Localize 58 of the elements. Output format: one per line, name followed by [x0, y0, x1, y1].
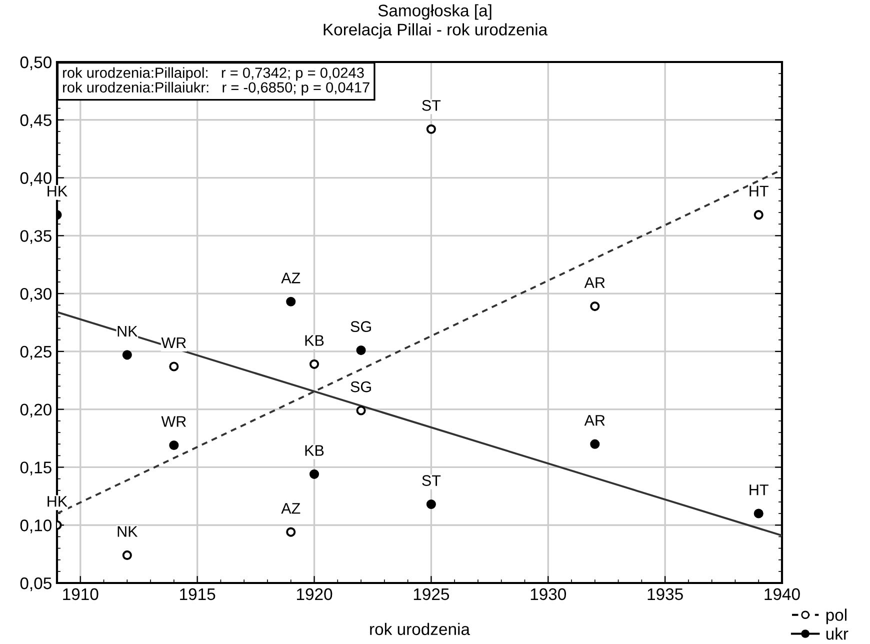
x-tick-label: 1920 — [296, 588, 332, 600]
annotation: HK — [48, 496, 68, 507]
point — [169, 362, 179, 372]
y-tick-label: 0,20 — [20, 404, 52, 418]
y-tick-label: 0,35 — [20, 230, 52, 244]
point — [169, 440, 179, 450]
point — [309, 469, 320, 479]
annotation: NK — [118, 326, 138, 336]
y-tick-label: 0,10 — [20, 520, 52, 534]
annotation: NK — [118, 526, 138, 537]
x-tick-label: 1925 — [414, 588, 450, 600]
annotation: AR — [584, 415, 605, 426]
x-tick-label: 1915 — [180, 588, 216, 600]
annotation: KB — [305, 445, 324, 456]
annotation: rok urodzenia:Pillaipol: r = 0,7342; p = 0,0243 — [63, 67, 364, 81]
y-tick-label: 0,15 — [20, 462, 52, 476]
point — [309, 359, 320, 369]
y-tick-label: 0,30 — [20, 288, 52, 302]
x-tick-label: 1910 — [63, 588, 98, 600]
point — [286, 296, 296, 306]
y-tick-label: 0,50 — [20, 56, 52, 70]
annotation: SG — [350, 381, 371, 392]
x-tick-label: 1930 — [530, 588, 566, 600]
point — [122, 350, 132, 360]
point — [590, 302, 600, 312]
point — [356, 346, 366, 356]
x-tick-label: 1935 — [648, 588, 683, 600]
chart-subtitle: Korelacja Pillai - rok urodzenia — [324, 23, 548, 39]
point — [286, 527, 296, 537]
annotation: AZ — [281, 503, 300, 514]
y-tick-label: 0,40 — [20, 172, 52, 186]
annotation: ST — [422, 475, 441, 486]
annotation: WR — [161, 338, 186, 348]
point — [590, 439, 600, 449]
annotation: WR — [161, 416, 186, 427]
annotation: SG — [350, 321, 371, 332]
point — [426, 499, 436, 510]
annotation: ST — [422, 100, 441, 111]
point — [754, 508, 764, 518]
annotation: AZ — [281, 272, 300, 284]
legend-label: ukr — [826, 628, 848, 640]
y-tick-label: 0,25 — [20, 346, 52, 360]
annotation: HK — [48, 186, 68, 196]
point — [356, 406, 366, 416]
point — [754, 210, 764, 220]
y-tick-label: 0,45 — [20, 114, 52, 128]
point — [426, 124, 436, 134]
chart-title: Samogłoska [a] — [378, 4, 492, 20]
annotation: HT — [750, 186, 768, 196]
annotation: HT — [750, 484, 768, 496]
y-tick-label: 0,05 — [20, 577, 52, 592]
x-tick-label: 1940 — [764, 588, 800, 600]
point — [122, 550, 132, 560]
annotation: AR — [584, 277, 605, 288]
annotation: rok urodzenia:Pillaiukr: r = -0,6850; p = 0,0417 — [63, 82, 370, 96]
x-axis-title: rok urodzenia — [370, 622, 470, 636]
annotation: KB — [305, 335, 324, 346]
legend-label: pol — [826, 608, 846, 624]
